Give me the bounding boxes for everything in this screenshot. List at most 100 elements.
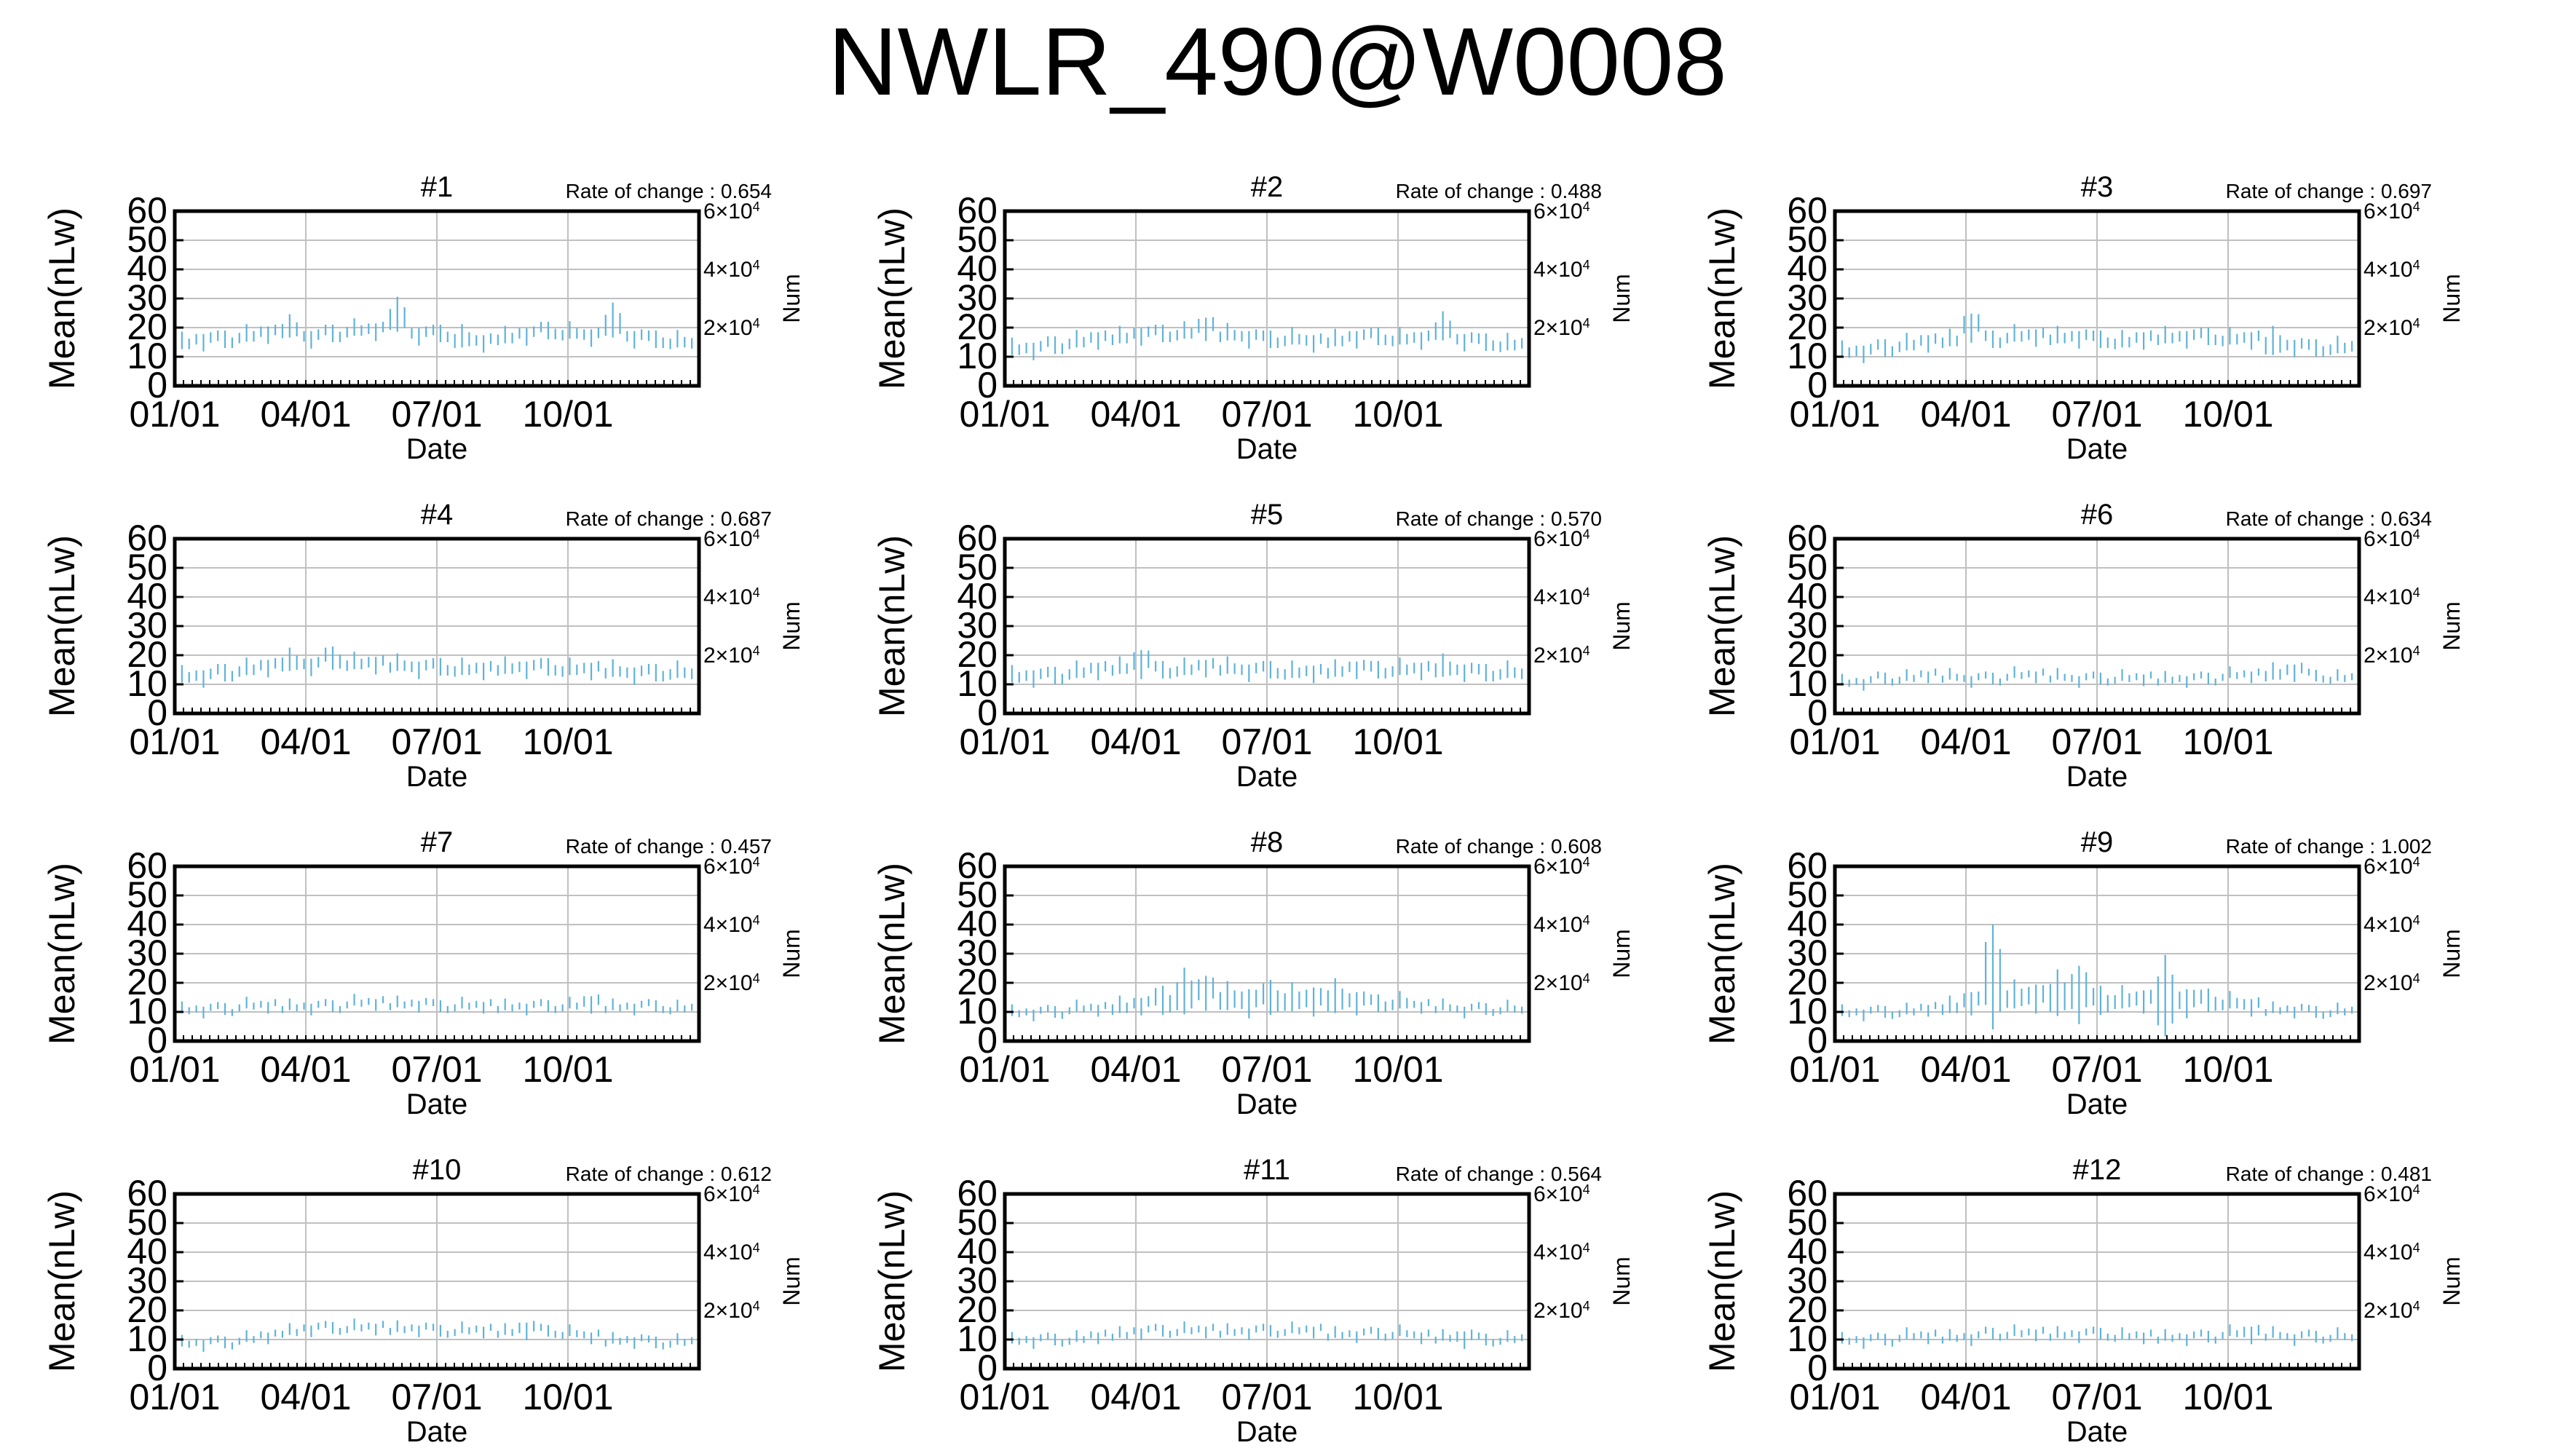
x-tick-label: 07/01 <box>2051 1377 2142 1417</box>
x-tick-label: 04/01 <box>260 1377 351 1417</box>
y-tick-label: 0 <box>977 365 998 405</box>
y-tick-label: 0 <box>147 365 167 405</box>
y-tick-label: 0 <box>147 692 167 733</box>
y2-axis-label: Num <box>2438 1257 2465 1306</box>
y-axis-label: Mean(nLw) <box>1702 1190 1742 1372</box>
y-tick-label: 0 <box>977 1348 998 1388</box>
y2-tick-label: 6×104 <box>2364 527 2420 551</box>
y2-tick-label: 6×104 <box>1533 199 1590 223</box>
y-tick-label: 40 <box>1787 576 1828 617</box>
y2-tick-label: 4×104 <box>703 1241 760 1265</box>
subplot-title: #6 <box>2081 499 2114 531</box>
y-tick-label: 50 <box>957 874 998 915</box>
y-axis-label: Mean(nLw) <box>872 207 912 389</box>
y2-tick-label: 4×104 <box>1533 258 1590 282</box>
y2-tick-label: 6×104 <box>2364 199 2420 223</box>
y-axis-label: Mean(nLw) <box>1702 863 1742 1045</box>
y-tick-label: 30 <box>1787 933 1828 973</box>
subplot-title: #5 <box>1251 499 1284 531</box>
y-tick-label: 50 <box>127 547 167 587</box>
y-tick-label: 20 <box>1787 306 1828 347</box>
y-tick-label: 20 <box>1787 962 1828 1002</box>
y-tick-label: 60 <box>957 1173 998 1214</box>
x-tick-label: 01/01 <box>1789 1377 1880 1417</box>
x-tick-label: 01/01 <box>959 1049 1050 1090</box>
y2-tick-label: 4×104 <box>2364 1241 2420 1265</box>
y-tick-label: 30 <box>957 1260 998 1301</box>
y2-tick-label: 4×104 <box>1533 1241 1590 1265</box>
y2-tick-label: 4×104 <box>703 258 760 282</box>
x-tick-label: 04/01 <box>1090 394 1181 435</box>
x-axis-label: Date <box>2066 433 2128 465</box>
y-tick-label: 60 <box>957 845 998 886</box>
y-tick-label: 0 <box>977 692 998 733</box>
y2-tick-label: 6×104 <box>2364 855 2420 879</box>
y-tick-label: 10 <box>1787 663 1828 704</box>
y2-tick-label: 2×104 <box>1533 1299 1590 1323</box>
y-tick-label: 10 <box>957 663 998 704</box>
x-tick-label: 01/01 <box>129 721 220 762</box>
rate-of-change-annotation: Rate of change : 0.608 <box>1396 835 1602 858</box>
rate-of-change-annotation: Rate of change : 0.654 <box>566 180 772 202</box>
rate-of-change-annotation: Rate of change : 0.457 <box>566 835 772 858</box>
x-axis-label: Date <box>1236 761 1298 793</box>
y-tick-label: 20 <box>127 962 167 1002</box>
x-tick-label: 10/01 <box>1352 1377 1443 1417</box>
y-tick-label: 0 <box>147 1348 167 1388</box>
y2-tick-label: 4×104 <box>1533 913 1590 937</box>
y-tick-label: 40 <box>1787 1231 1828 1272</box>
x-tick-label: 04/01 <box>1920 1049 2011 1090</box>
y-tick-label: 10 <box>1787 1318 1828 1359</box>
y-axis-label: Mean(nLw) <box>42 207 82 389</box>
y-tick-label: 0 <box>1807 692 1828 733</box>
y-tick-label: 40 <box>1787 248 1828 289</box>
x-tick-label: 07/01 <box>391 394 482 435</box>
x-tick-label: 01/01 <box>129 1049 220 1090</box>
y-tick-label: 10 <box>1787 991 1828 1032</box>
y-tick-label: 60 <box>1787 845 1828 886</box>
rate-of-change-annotation: Rate of change : 0.612 <box>566 1163 772 1185</box>
subplot-title: #4 <box>421 499 454 531</box>
y-tick-label: 10 <box>957 991 998 1032</box>
x-tick-label: 01/01 <box>959 394 1050 435</box>
y-tick-label: 30 <box>1787 277 1828 318</box>
x-tick-label: 04/01 <box>1090 721 1181 762</box>
x-tick-label: 04/01 <box>260 1049 351 1090</box>
y2-tick-label: 4×104 <box>703 585 760 609</box>
y-tick-label: 60 <box>957 190 998 231</box>
x-tick-label: 04/01 <box>1920 721 2011 762</box>
y-tick-label: 40 <box>127 1231 167 1272</box>
y2-axis-label: Num <box>2438 274 2465 323</box>
y2-tick-label: 2×104 <box>1533 971 1590 995</box>
x-tick-label: 07/01 <box>1221 1049 1312 1090</box>
y-tick-label: 40 <box>957 248 998 289</box>
y-tick-label: 0 <box>1807 1020 1828 1061</box>
y-tick-label: 50 <box>1787 874 1828 915</box>
y-tick-label: 50 <box>1787 219 1828 260</box>
y-axis-label: Mean(nLw) <box>872 535 912 717</box>
y-tick-label: 40 <box>957 576 998 617</box>
y-axis-label: Mean(nLw) <box>42 535 82 717</box>
y-tick-label: 20 <box>127 1289 167 1330</box>
y-tick-label: 50 <box>957 1202 998 1243</box>
x-tick-label: 10/01 <box>522 394 613 435</box>
x-tick-label: 10/01 <box>2182 1377 2273 1417</box>
y-tick-label: 0 <box>147 1020 167 1061</box>
y-tick-label: 10 <box>127 1318 167 1359</box>
x-tick-label: 01/01 <box>1789 1049 1880 1090</box>
y2-tick-label: 6×104 <box>1533 1182 1590 1206</box>
y-tick-label: 30 <box>957 277 998 318</box>
y-tick-label: 40 <box>127 248 167 289</box>
y2-axis-label: Num <box>778 274 805 323</box>
y-tick-label: 20 <box>957 634 998 675</box>
y2-axis-label: Num <box>2438 601 2465 651</box>
y-tick-label: 40 <box>957 1231 998 1272</box>
